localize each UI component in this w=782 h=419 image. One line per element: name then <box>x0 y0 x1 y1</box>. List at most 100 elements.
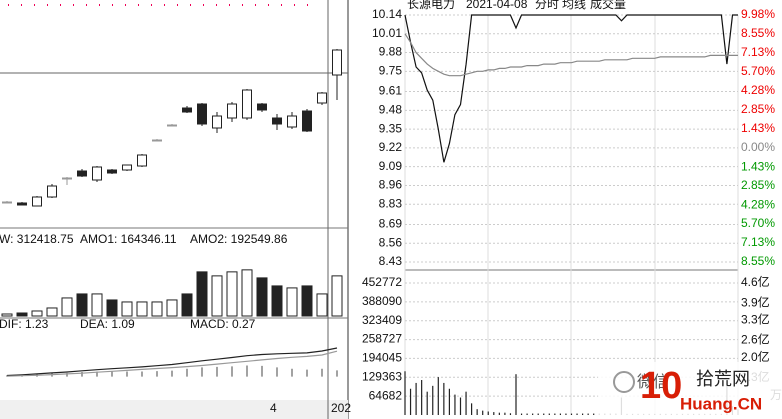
indicator-label: DIF: 1.23 <box>0 317 49 331</box>
y2-tick-label: 8.55% <box>741 254 775 268</box>
candle-body <box>77 170 87 177</box>
view-label: 成交量 <box>590 0 626 11</box>
candle-body <box>107 169 117 174</box>
candle-body <box>137 154 147 167</box>
y-tick-label: 8.56 <box>379 235 403 249</box>
view-label: 分时 <box>535 0 559 11</box>
series-line <box>404 14 738 163</box>
chart-date: 2021-04-08 <box>466 0 528 11</box>
y2-tick-label: 2.6亿 <box>741 332 770 347</box>
series-line <box>6 347 338 377</box>
amount-bar <box>31 310 43 317</box>
y-tick-label: 452772 <box>362 275 402 289</box>
amount-bar <box>301 285 313 317</box>
watermark-domain: Huang.CN <box>680 394 762 413</box>
amount-bar <box>241 269 253 317</box>
y2-tick-label: 0.00% <box>741 140 775 154</box>
y-tick-label: 258727 <box>362 332 402 346</box>
candle-body <box>302 110 312 132</box>
candle-body <box>122 164 132 171</box>
amount-bar <box>286 287 298 317</box>
y-tick-label: 8.69 <box>379 217 403 231</box>
y2-tick-label: 8.55% <box>741 26 775 40</box>
y2-tick-label: 4.6亿 <box>741 274 770 289</box>
y2-tick-label: 7.13% <box>741 45 775 59</box>
amount-bar <box>196 271 208 317</box>
y-tick-label: 9.88 <box>379 45 403 59</box>
candle-body <box>272 117 282 125</box>
series-line <box>6 350 338 377</box>
y-tick-label: 10.01 <box>372 26 402 40</box>
y-tick-label: 129363 <box>362 369 402 383</box>
chart-title: 长源电力 <box>407 0 455 11</box>
wechat-icon <box>613 371 635 393</box>
y2-tick-label: 9.98% <box>741 7 775 21</box>
candle-body <box>32 196 42 207</box>
y2-tick-label: 5.70% <box>741 216 775 230</box>
y-tick-label: 9.61 <box>379 84 403 98</box>
y2-tick-label: 1.43% <box>741 121 775 135</box>
y-tick-label: 388090 <box>362 294 402 308</box>
y-tick-label: 323409 <box>362 313 402 327</box>
y-tick-label: 194045 <box>362 351 402 365</box>
series-line <box>404 33 738 77</box>
y-tick-label: 9.22 <box>379 140 403 154</box>
footer-label: 4 <box>270 401 277 415</box>
amount-bar <box>16 312 28 317</box>
candle-body <box>257 103 267 111</box>
amount-bar <box>136 301 148 317</box>
watermark-site: 拾荒网 <box>696 369 750 389</box>
amount-bar <box>151 301 163 317</box>
y-tick-label: 64682 <box>369 388 403 402</box>
amount-bar <box>256 277 268 317</box>
y-tick-label: 8.43 <box>379 254 403 268</box>
candle-body <box>17 202 27 206</box>
candle-body <box>152 139 162 142</box>
amount-bar <box>61 297 73 317</box>
y-tick-label: 10.14 <box>372 7 402 21</box>
footer-label: 202 <box>331 401 351 415</box>
candle-body <box>287 115 297 128</box>
watermark-number: 10 <box>640 365 682 407</box>
indicator-label: W: 312418.75 <box>0 232 74 246</box>
y2-tick-label: 3.3亿 <box>741 311 770 326</box>
footer-strip <box>0 400 348 419</box>
candle-body <box>182 107 192 113</box>
y-tick-label: 8.83 <box>379 196 403 210</box>
candle-body <box>332 49 342 76</box>
y2-tick-label: 4.28% <box>741 197 775 211</box>
y2-tick-label: 5.70% <box>741 64 775 78</box>
candle-body <box>62 177 72 180</box>
candle-body <box>212 115 222 129</box>
y-tick-label: 8.96 <box>379 178 403 192</box>
candle-body <box>167 124 177 127</box>
y-tick-label: 9.48 <box>379 103 403 117</box>
v-grid <box>404 15 739 415</box>
candle-body <box>227 103 237 119</box>
y2-tick-label: 1.43% <box>741 159 775 173</box>
candle-body <box>317 92 327 104</box>
y2-tick-label: 2.85% <box>741 102 775 116</box>
amount-bar <box>226 271 238 317</box>
candle-body <box>92 166 102 181</box>
watermark-text: 微信 <box>637 373 669 391</box>
y-tick-label: 9.09 <box>379 159 403 173</box>
y2-tick-label: 3.9亿 <box>741 294 770 309</box>
indicator-label: AMO1: 164346.11 <box>80 232 177 246</box>
amount-bar <box>166 299 178 317</box>
amount-bar <box>1 313 13 317</box>
amount-bar <box>331 275 343 317</box>
y2-tick-label: 7.13% <box>741 235 775 249</box>
candle-body <box>2 201 12 204</box>
amount-bar <box>91 293 103 317</box>
amount-bar <box>211 275 223 317</box>
amount-bar <box>316 293 328 317</box>
candle-body <box>197 103 207 125</box>
y-tick-label: 9.75 <box>379 64 403 78</box>
amount-bar <box>181 293 193 317</box>
amount-bar <box>121 301 133 317</box>
y-tick-label: 9.35 <box>379 121 403 135</box>
